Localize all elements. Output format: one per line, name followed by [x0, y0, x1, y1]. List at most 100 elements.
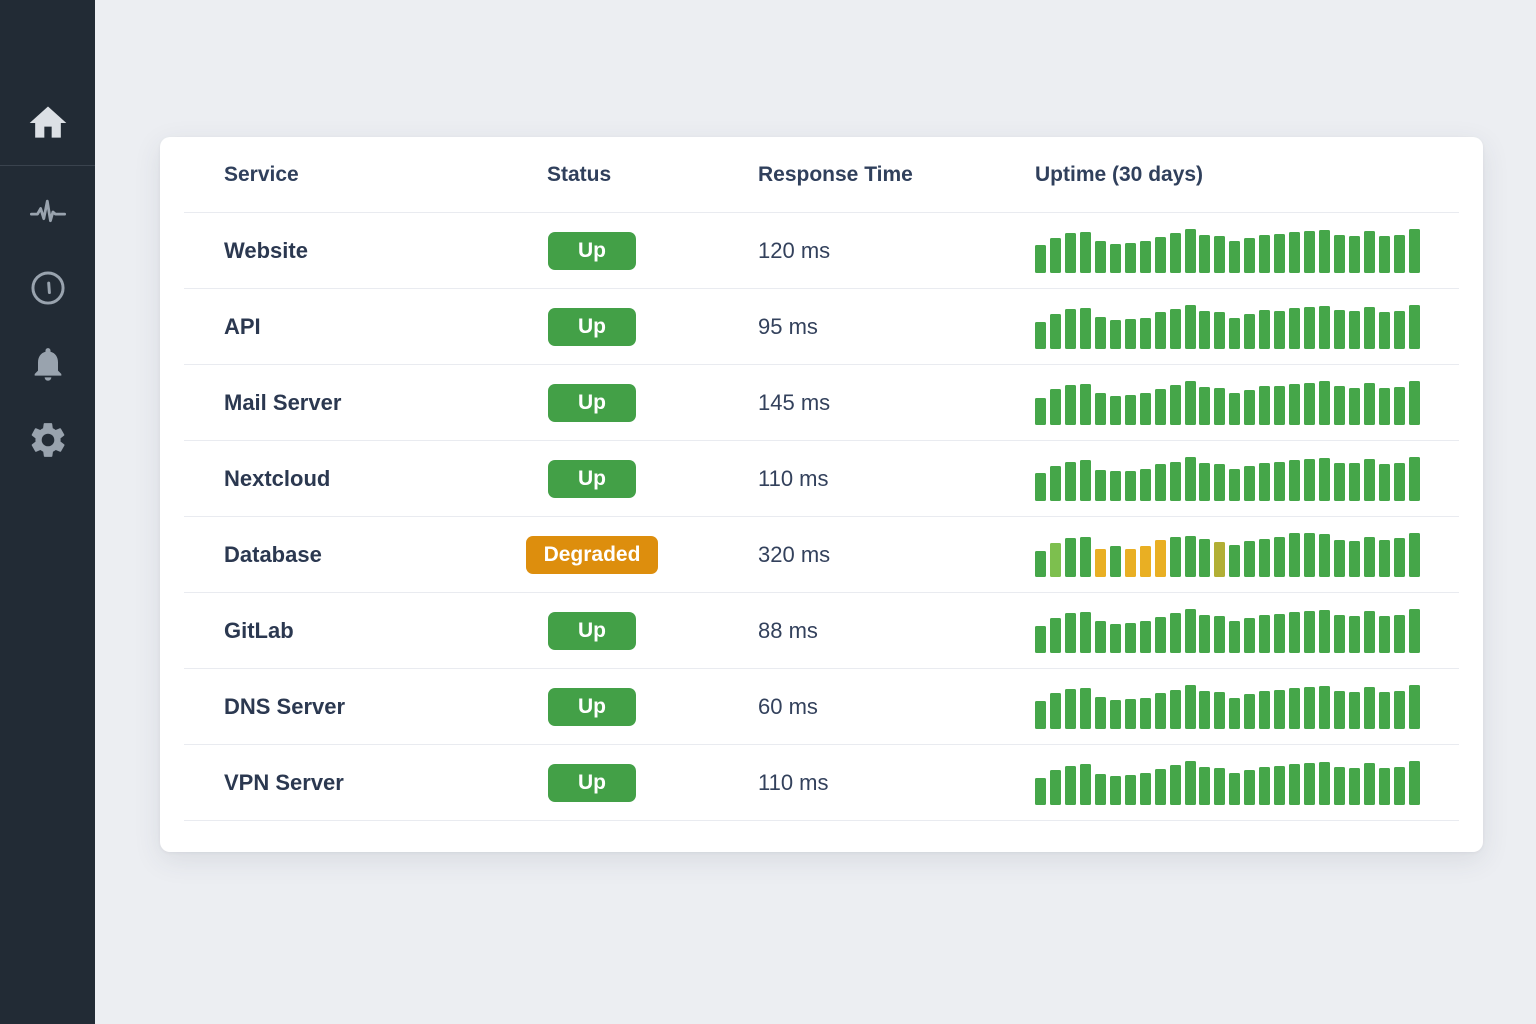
uptime-bar	[1393, 767, 1405, 805]
uptime-bar	[1124, 243, 1136, 273]
uptime-bar	[1199, 463, 1211, 501]
uptime-bar	[1139, 621, 1151, 653]
uptime-bar	[1154, 768, 1166, 805]
uptime-bar	[1199, 614, 1211, 653]
uptime-bar	[1244, 541, 1256, 577]
uptime-bar	[1274, 613, 1286, 653]
uptime-bar	[1349, 463, 1361, 501]
uptime-bar	[1214, 692, 1226, 729]
gear-icon[interactable]	[0, 416, 95, 464]
uptime-bar	[1289, 688, 1301, 729]
status-badge: Up	[548, 231, 636, 270]
uptime-bar	[1109, 775, 1121, 805]
uptime-bar	[1109, 243, 1121, 273]
table-row[interactable]: VPN Server Up 110 ms	[184, 745, 1459, 821]
uptime-bar	[1274, 233, 1286, 273]
status-badge: Degraded	[525, 535, 659, 574]
uptime-bar	[1079, 460, 1091, 501]
uptime-bar	[1124, 319, 1136, 349]
uptime-bar	[1035, 245, 1046, 273]
table-header-row: Service Status Response Time Uptime (30 …	[184, 137, 1459, 213]
uptime-bar	[1259, 386, 1271, 425]
uptime-bar	[1349, 387, 1361, 425]
uptime-bar	[1079, 308, 1091, 349]
uptime-bar	[1289, 612, 1301, 653]
uptime-bar	[1124, 699, 1136, 729]
status-card: Service Status Response Time Uptime (30 …	[160, 137, 1483, 852]
uptime-bar	[1274, 536, 1286, 577]
uptime-bar	[1304, 611, 1316, 653]
uptime-bar	[1109, 396, 1121, 425]
uptime-bar	[1319, 609, 1331, 653]
uptime-bar	[1349, 767, 1361, 805]
uptime-bar	[1035, 322, 1046, 349]
table-row[interactable]: DNS Server Up 60 ms	[184, 669, 1459, 745]
uptime-bar	[1184, 608, 1196, 653]
table-row[interactable]: GitLab Up 88 ms	[184, 593, 1459, 669]
uptime-bar	[1408, 608, 1420, 653]
uptime-bar	[1408, 684, 1420, 729]
uptime-bar	[1079, 383, 1091, 425]
table-row[interactable]: Mail Server Up 145 ms	[184, 365, 1459, 441]
uptime-bar	[1274, 689, 1286, 729]
uptime-bar	[1139, 392, 1151, 425]
uptime-bar	[1229, 317, 1241, 349]
table-row[interactable]: Database Degraded 320 ms	[184, 517, 1459, 593]
uptime-bar	[1064, 233, 1076, 273]
uptime-sparkline	[1035, 456, 1420, 501]
uptime-bar	[1184, 684, 1196, 729]
uptime-bar	[1274, 385, 1286, 425]
home-icon[interactable]	[0, 99, 95, 147]
status-badge: Up	[548, 307, 636, 346]
response-time: 110 ms	[758, 769, 829, 795]
uptime-bar	[1169, 613, 1181, 653]
uptime-bar	[1064, 537, 1076, 577]
uptime-bar	[1184, 381, 1196, 425]
uptime-bar	[1363, 459, 1375, 501]
uptime-bar	[1094, 621, 1106, 653]
uptime-bar	[1408, 304, 1420, 349]
uptime-bar	[1393, 311, 1405, 349]
response-time: 95 ms	[758, 313, 818, 339]
bell-icon[interactable]	[0, 340, 95, 388]
uptime-bar	[1408, 228, 1420, 273]
table-body: Website Up 120 ms API Up 95 ms Mail Serv…	[184, 213, 1459, 821]
uptime-bar	[1289, 460, 1301, 501]
uptime-bar	[1393, 614, 1405, 653]
uptime-bar	[1184, 535, 1196, 577]
table-row[interactable]: Website Up 120 ms	[184, 213, 1459, 289]
uptime-bar	[1214, 235, 1226, 273]
uptime-bar	[1244, 313, 1256, 349]
uptime-bar	[1363, 762, 1375, 805]
uptime-bar	[1363, 536, 1375, 577]
uptime-bar	[1154, 312, 1166, 349]
uptime-bar	[1334, 310, 1346, 349]
uptime-bar	[1139, 468, 1151, 501]
uptime-bar	[1393, 462, 1405, 501]
uptime-bar	[1154, 693, 1166, 729]
uptime-bar	[1184, 304, 1196, 349]
uptime-sparkline	[1035, 380, 1420, 425]
uptime-bar	[1378, 387, 1390, 425]
activity-icon[interactable]	[0, 188, 95, 236]
uptime-bar	[1244, 466, 1256, 501]
table-row[interactable]: API Up 95 ms	[184, 289, 1459, 365]
clock-icon[interactable]	[0, 264, 95, 312]
uptime-bar	[1363, 307, 1375, 349]
uptime-sparkline	[1035, 608, 1420, 653]
uptime-bar	[1363, 382, 1375, 425]
uptime-bar	[1408, 456, 1420, 501]
uptime-bar	[1244, 770, 1256, 805]
uptime-bar	[1378, 692, 1390, 729]
table-row[interactable]: Nextcloud Up 110 ms	[184, 441, 1459, 517]
uptime-bar	[1244, 618, 1256, 653]
uptime-bar	[1229, 240, 1241, 273]
service-name: DNS Server	[224, 693, 346, 719]
uptime-bar	[1199, 539, 1211, 577]
uptime-bar	[1304, 763, 1316, 805]
uptime-bar	[1049, 693, 1061, 729]
uptime-bar	[1139, 241, 1151, 273]
uptime-bar	[1349, 691, 1361, 729]
sidebar	[0, 0, 95, 1024]
uptime-bar	[1049, 770, 1061, 805]
